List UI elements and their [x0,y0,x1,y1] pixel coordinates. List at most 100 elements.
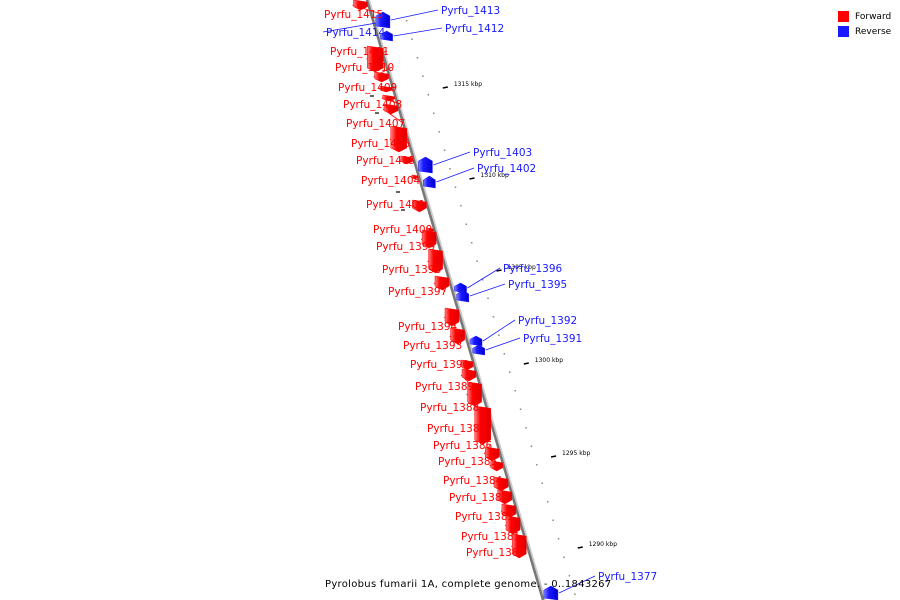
gene-label[interactable]: Pyrfu_1390 [410,359,469,371]
gene-pyrfu-1398[interactable] [428,248,443,274]
gene-label[interactable]: Pyrfu_1389 [415,381,474,393]
scale-label: 1305 kbp [507,264,535,271]
gene-label[interactable]: Pyrfu_1394 [398,321,458,333]
gene-label[interactable]: Pyrfu_1408 [343,99,402,111]
scale-dot [427,94,430,96]
scale-dot [438,131,440,133]
gene-pyrfu-1406[interactable] [390,125,408,153]
gene-pyrfu-1380[interactable] [511,533,527,559]
gene-pyrfu-1411[interactable] [367,45,384,73]
gene-pyrfu-1387[interactable] [474,405,491,445]
gene-pyrfu-1385[interactable] [490,460,503,472]
scale-label: 1300 kbp [535,357,563,364]
scale-label: 1315 kbp [454,81,482,88]
gene-label[interactable]: Pyrfu_1402 [477,163,536,175]
scale-dot [546,501,549,503]
scale-dot [460,205,462,207]
gene-pyrfu-1382[interactable] [501,503,517,519]
gene-label[interactable]: Pyrfu_1398 [382,264,441,276]
gene-label[interactable]: Pyrfu_1387 [427,423,486,435]
gene-pyrfu-1390[interactable] [460,359,474,371]
gene-label[interactable]: Pyrfu_1380 [466,547,525,559]
gene-pyrfu-1391[interactable] [472,344,485,356]
gene-label[interactable]: Pyrfu_1397 [388,286,447,298]
gene-label[interactable]: Pyrfu_1410 [335,62,394,74]
gene-label[interactable]: Pyrfu_1399 [376,241,435,253]
gene-label[interactable]: Pyrfu_1404 [361,175,421,187]
gene-pyrfu-1401[interactable] [412,199,427,213]
gene-pyrfu-1386[interactable] [484,446,500,462]
gene-label[interactable]: Pyrfu_1393 [403,340,462,352]
scale-dot [416,57,419,59]
gene-pyrfu-1412[interactable] [380,30,393,42]
gene-pyrfu-1413[interactable] [375,11,391,29]
gene-pyrfu-1408[interactable] [382,94,395,102]
label-leader [322,21,383,33]
scale-tick [442,86,448,89]
gene-label[interactable]: Pyrfu_1383 [449,492,508,504]
gene-pyrfu-1399[interactable] [421,229,437,249]
gene-label[interactable]: Pyrfu_1396 [503,263,563,275]
gene-label[interactable]: Pyrfu_1401 [366,199,425,211]
gene-pyrfu-1404[interactable] [411,174,419,180]
scale-dot [519,408,522,410]
gene-label[interactable]: Pyrfu_1391 [523,333,582,345]
gene-pyrfu-1381[interactable] [505,515,521,535]
gene-pyrfu-1403[interactable] [418,156,433,174]
legend-reverse-label: Reverse [855,26,892,37]
scale-dot [449,168,451,170]
gene-label[interactable]: Pyrfu_1384 [443,475,503,487]
gene-label[interactable]: Pyrfu_1388 [420,402,479,414]
gene-pyrfu-1407[interactable] [383,103,399,115]
gene-pyrfu-1397[interactable] [434,275,450,291]
gene-label[interactable]: Pyrfu_1412 [445,23,504,35]
scale-dot [470,242,473,244]
gene-pyrfu-1388[interactable] [467,381,482,407]
scale-tick [523,362,529,365]
gene-label[interactable]: Pyrfu_1405 [356,155,415,167]
gene-pyrfu-1410[interactable] [374,71,389,83]
gene-label[interactable]: Pyrfu_1377 [598,571,657,583]
gene-label[interactable]: Pyrfu_1381 [461,531,520,543]
gene-pyrfu-1393[interactable] [450,327,465,345]
gene-label[interactable]: Pyrfu_1409 [338,82,397,94]
gene-label[interactable]: Pyrfu_1392 [518,315,577,327]
gene-pyrfu-1395[interactable] [456,289,470,303]
gene-label[interactable]: Pyrfu_1386 [433,440,493,452]
scale-dot [568,575,571,577]
gene-pyrfu-1409[interactable] [379,85,393,93]
gene-pyrfu-1415[interactable] [353,0,368,11]
scale-dot [454,186,457,188]
scale-tick [496,269,502,272]
gene-pyrfu-1384[interactable] [493,476,509,492]
legend-forward: Forward [838,9,891,24]
scale-dot [530,445,533,447]
gene-label[interactable]: Pyrfu_1385 [438,456,497,468]
gene-label[interactable]: Pyrfu_1406 [351,138,411,150]
gene-label[interactable]: Pyrfu_1395 [508,279,567,291]
label-leader [467,267,501,289]
gene-pyrfu-1377[interactable] [543,585,559,600]
legend-forward-label: Forward [855,11,892,22]
gene-label[interactable]: Pyrfu_1413 [441,5,500,17]
gene-label[interactable]: Pyrfu_1382 [455,511,514,523]
gene-label[interactable]: Pyrfu_1411 [330,46,389,58]
gene-pyrfu-1389[interactable] [461,368,477,382]
gene-label[interactable]: Pyrfu_1407 [346,118,405,130]
label-leader [436,167,475,183]
label-leader [390,9,439,21]
scale-dot [443,149,446,151]
genome-caption: Pyrolobus fumarii 1A, complete genome. -… [325,579,612,590]
scale-dot [422,75,424,77]
gene-label[interactable]: Pyrfu_1403 [473,147,532,159]
gene-label[interactable]: Pyrfu_1415 [324,9,383,21]
label-leader [393,27,443,37]
gene-label[interactable]: Pyrfu_1400 [373,224,432,236]
gene-pyrfu-1405[interactable] [400,155,414,165]
gene-label[interactable]: Pyrfu_1414 [326,27,386,39]
gene-pyrfu-1392[interactable] [469,335,483,347]
gene-pyrfu-1394[interactable] [444,307,460,327]
gene-pyrfu-1383[interactable] [497,489,513,505]
gene-pyrfu-1402[interactable] [423,175,436,189]
